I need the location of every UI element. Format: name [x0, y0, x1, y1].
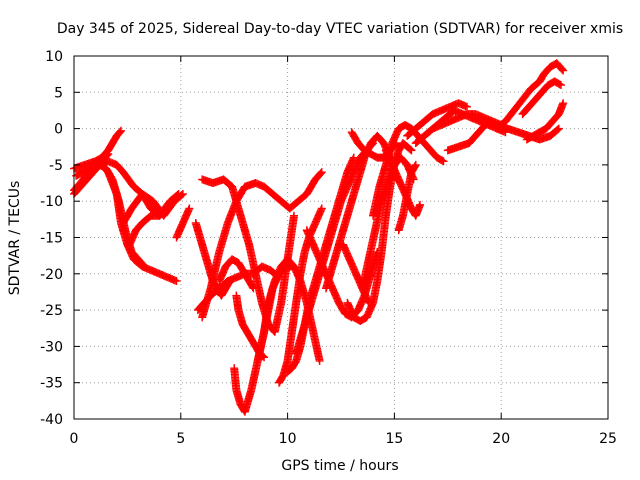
- track-12: [215, 255, 258, 293]
- data-point-marker: [249, 284, 258, 293]
- y-tick-label: 0: [54, 122, 63, 138]
- data-point-marker: [315, 356, 324, 365]
- x-tick-label: 5: [176, 431, 185, 447]
- track-25: [369, 120, 448, 220]
- data-point-marker: [104, 150, 113, 159]
- track-33: [518, 77, 566, 119]
- y-tick-label: -15: [40, 231, 63, 247]
- data-point-marker: [317, 204, 326, 213]
- data-point-marker: [116, 126, 125, 135]
- x-axis-label: GPS time / hours: [281, 458, 398, 474]
- data-point-marker: [557, 81, 566, 90]
- track-28: [403, 99, 472, 140]
- chart-title: Day 345 of 2025, Sidereal Day-to-day VTE…: [57, 21, 623, 37]
- track-6: [125, 204, 172, 249]
- data-point-marker: [416, 200, 425, 209]
- x-tick-label: 10: [279, 431, 297, 447]
- track-7: [172, 204, 194, 242]
- tick-labels: 0 5 10 15 20 25 10 5 0 -5 -10 -15 -20 -25 -30 -35 -40: [40, 49, 617, 447]
- data-point-marker: [463, 102, 472, 111]
- data-point-marker: [290, 211, 299, 220]
- data-point-marker: [411, 160, 420, 169]
- y-tick-label: 5: [54, 85, 63, 101]
- x-tick-label: 0: [70, 431, 79, 447]
- data-point-marker: [172, 277, 181, 286]
- data-point-marker: [554, 124, 563, 133]
- data-point-marker: [555, 80, 564, 89]
- y-tick-label: -40: [40, 412, 63, 428]
- track-14: [232, 291, 269, 362]
- data-point-marker: [185, 204, 194, 213]
- grid-lines: [74, 56, 608, 419]
- track-22: [343, 139, 416, 325]
- y-tick-label: -20: [40, 267, 63, 283]
- y-axis-label: SDTVAR / TECUs: [7, 181, 23, 296]
- data-point-marker: [407, 146, 416, 155]
- data-point-marker: [103, 151, 112, 160]
- data-point-marker: [317, 168, 326, 177]
- data-point-marker: [177, 190, 186, 199]
- data-point-marker: [559, 66, 568, 75]
- track-27: [394, 160, 420, 235]
- y-tick-label: -25: [40, 303, 63, 319]
- y-tick-label: -30: [40, 339, 63, 355]
- data-point-marker: [558, 65, 567, 74]
- x-tick-label: 20: [492, 431, 510, 447]
- track-34: [522, 99, 568, 144]
- y-tick-label: 10: [45, 49, 63, 65]
- y-tick-label: -5: [49, 158, 63, 174]
- data-point-marker: [438, 156, 447, 165]
- data-point-marker: [553, 125, 562, 134]
- track-10: [198, 175, 299, 336]
- data-point-marker: [411, 162, 420, 171]
- y-tick-label: -10: [40, 194, 63, 210]
- data-point-marker: [248, 283, 257, 291]
- track-11: [198, 168, 326, 322]
- track-16: [275, 204, 326, 387]
- x-tick-label: 25: [599, 431, 617, 447]
- data-point-marker: [316, 169, 325, 178]
- data-point-marker: [439, 157, 448, 166]
- data-point-marker: [116, 127, 125, 136]
- x-tick-label: 15: [385, 431, 403, 447]
- data-marks: [70, 59, 568, 416]
- data-point-marker: [162, 205, 171, 214]
- axis-ticks: [73, 55, 609, 420]
- data-point-marker: [163, 204, 172, 213]
- data-point-marker: [559, 99, 568, 108]
- y-tick-label: -35: [40, 376, 63, 392]
- track-32: [492, 59, 568, 133]
- data-point-marker: [406, 145, 415, 154]
- data-point-marker: [178, 189, 187, 198]
